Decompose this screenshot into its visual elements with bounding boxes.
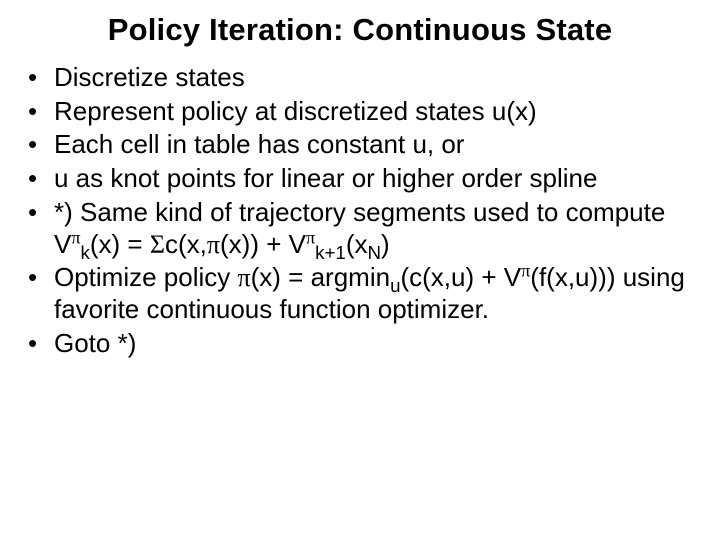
list-item: Goto *) xyxy=(18,328,702,360)
k1-subscript: k+1 xyxy=(315,242,346,263)
bullet-text: Optimize policy xyxy=(54,262,238,292)
sigma-symbol: Σ xyxy=(150,230,165,259)
pi-symbol: π xyxy=(238,263,251,292)
pi-superscript: π xyxy=(521,261,530,281)
bullet-text: Each cell in table has constant u, or xyxy=(54,129,464,159)
bullet-text: ) xyxy=(381,229,390,259)
bullet-text: (c(x,u) + V xyxy=(400,262,521,292)
bullet-text: Goto *) xyxy=(54,328,136,358)
pi-superscript: π xyxy=(306,227,315,247)
list-item: Optimize policy π(x) = argminu(c(x,u) + … xyxy=(18,262,702,325)
bullet-list: Discretize states Represent policy at di… xyxy=(18,62,702,359)
pi-symbol: π xyxy=(207,230,220,259)
list-item: Discretize states xyxy=(18,62,702,94)
list-item: Each cell in table has constant u, or xyxy=(18,129,702,161)
k-subscript: k xyxy=(81,242,90,263)
list-item: u as knot points for linear or higher or… xyxy=(18,163,702,195)
pi-superscript: π xyxy=(71,227,80,247)
list-item: *) Same kind of trajectory segments used… xyxy=(18,197,702,260)
slide-title: Policy Iteration: Continuous State xyxy=(18,12,702,48)
bullet-text: (x) = argmin xyxy=(251,262,390,292)
bullet-text: c(x, xyxy=(165,229,207,259)
n-subscript: N xyxy=(368,242,382,263)
bullet-text: u as knot points for linear or higher or… xyxy=(54,163,597,193)
bullet-text: Discretize states xyxy=(54,62,245,92)
list-item: Represent policy at discretized states u… xyxy=(18,96,702,128)
bullet-text: (x)) + V xyxy=(220,229,306,259)
bullet-text: Represent policy at discretized states u… xyxy=(54,96,537,126)
bullet-text: (x) = xyxy=(90,229,150,259)
bullet-text: (x xyxy=(346,229,368,259)
